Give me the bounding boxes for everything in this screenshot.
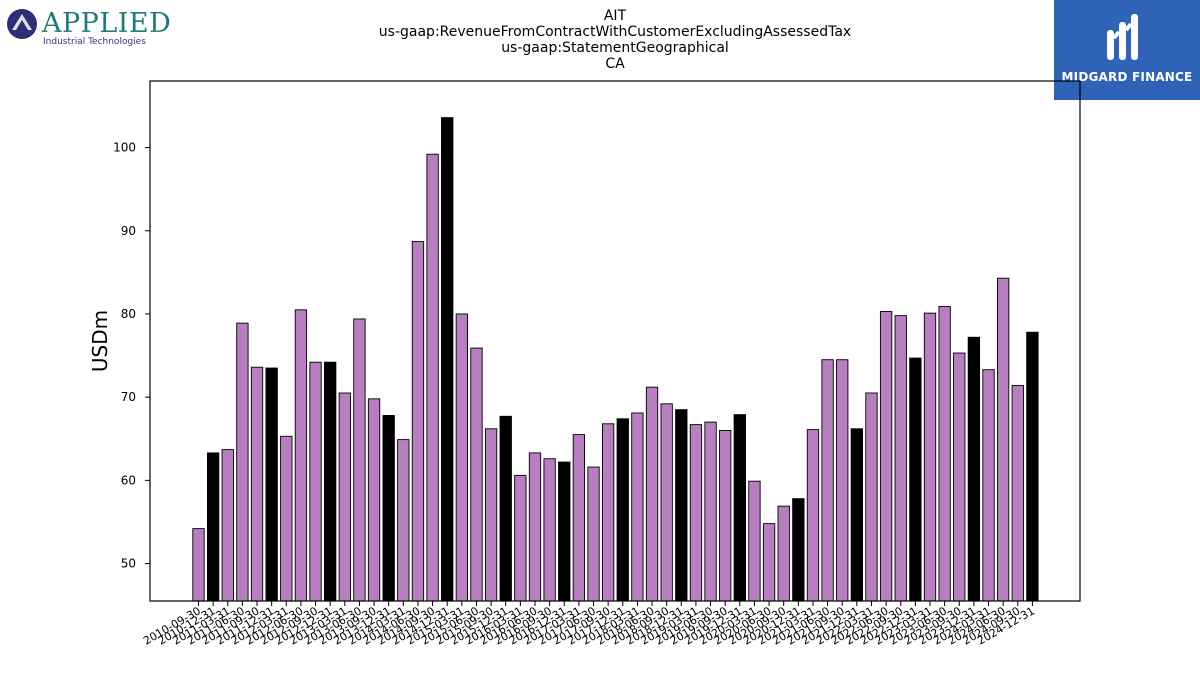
company-logo-wordmark: APPLIED — [42, 8, 172, 39]
bar — [587, 466, 600, 602]
bar — [748, 480, 761, 602]
bar — [499, 415, 512, 602]
y-axis-ticks: 50 60 70 80 90 100 — [113, 141, 150, 571]
bar — [309, 361, 322, 602]
bar — [616, 418, 629, 602]
bar — [982, 369, 995, 602]
chart-title-ticker: AIT — [603, 8, 627, 24]
bar — [470, 347, 483, 602]
bar — [397, 439, 410, 602]
bar — [514, 474, 527, 602]
bar — [484, 428, 498, 602]
bar — [221, 449, 234, 602]
bar — [792, 498, 805, 602]
bar — [206, 452, 220, 602]
bar — [411, 241, 425, 602]
bar — [382, 415, 395, 602]
bar — [1026, 331, 1039, 602]
y-tick-label: 70 — [121, 390, 136, 404]
bar — [572, 434, 586, 602]
bar — [660, 403, 673, 602]
bar — [909, 357, 922, 602]
bar — [236, 322, 249, 602]
bar — [265, 367, 278, 602]
y-tick-label: 60 — [121, 473, 136, 487]
bar — [192, 528, 205, 602]
y-tick-label: 90 — [121, 224, 136, 238]
bar — [821, 359, 834, 602]
plot-frame — [149, 80, 1081, 602]
chart-title-concept: us-gaap:RevenueFromContractWithCustomerE… — [378, 24, 852, 40]
bars-group — [192, 117, 1039, 602]
company-globe-icon — [7, 9, 37, 39]
bar — [865, 392, 878, 602]
bar — [294, 309, 308, 602]
y-tick-label: 80 — [121, 307, 136, 321]
bar — [938, 306, 951, 602]
bar — [967, 336, 981, 602]
bar — [324, 361, 337, 602]
bar — [543, 458, 556, 602]
bar — [441, 117, 454, 602]
brand-mark-icon — [1107, 14, 1138, 60]
bar — [558, 461, 571, 602]
bar — [894, 315, 907, 602]
bar — [689, 424, 703, 602]
bar — [719, 429, 732, 602]
company-logo-tagline: Industrial Technologies — [43, 37, 146, 47]
bar — [704, 421, 717, 602]
bar — [631, 412, 644, 602]
y-axis-label: USDm — [88, 310, 112, 372]
bar — [338, 392, 351, 602]
bar — [806, 429, 820, 602]
bar — [367, 398, 381, 602]
y-tick-label: 50 — [121, 557, 136, 571]
bar — [1011, 385, 1024, 602]
bar — [836, 359, 849, 602]
bar — [675, 409, 688, 602]
bar — [601, 423, 615, 602]
bar — [353, 318, 366, 602]
bar — [923, 312, 937, 602]
bar — [997, 277, 1010, 602]
brand-logo: MIDGARD FINANCE — [1054, 0, 1200, 100]
bar — [733, 414, 746, 602]
x-axis-ticks: 2010-09-302010-12-312011-03-312011-06-30… — [141, 601, 1037, 648]
chart-title-axis: us-gaap:StatementGeographical — [501, 40, 729, 56]
brand-logo-name: MIDGARD FINANCE — [1061, 70, 1193, 84]
chart-title-member: CA — [605, 56, 625, 72]
bar — [645, 386, 659, 602]
company-logo: APPLIED Industrial Technologies — [6, 6, 171, 50]
bar — [777, 505, 790, 602]
bar — [426, 153, 439, 602]
bar — [455, 313, 468, 602]
bar — [879, 311, 893, 602]
bar — [528, 452, 542, 602]
bar — [250, 366, 264, 602]
bar — [953, 352, 966, 602]
y-tick-label: 100 — [113, 141, 136, 155]
bar — [762, 523, 776, 602]
bar — [850, 428, 864, 602]
bar — [280, 435, 293, 602]
